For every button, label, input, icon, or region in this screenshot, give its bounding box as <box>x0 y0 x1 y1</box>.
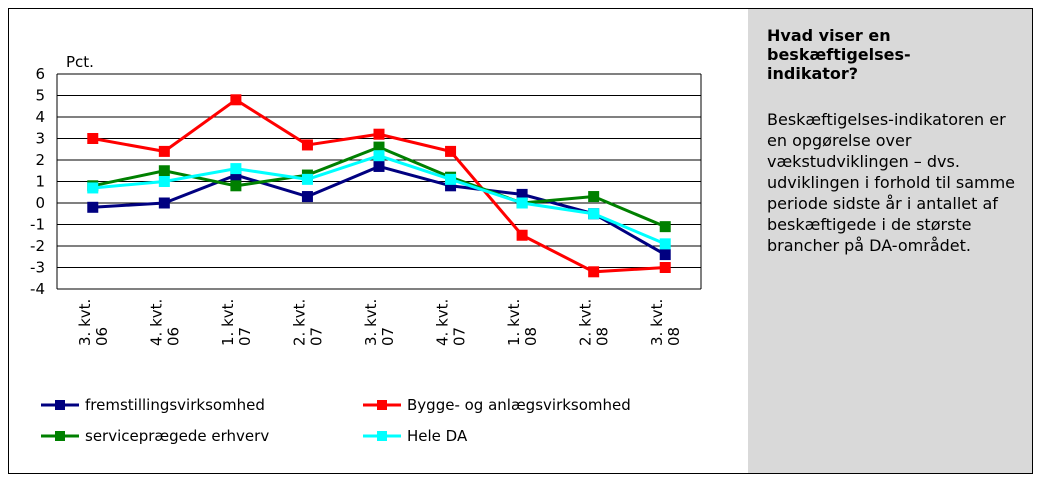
legend-marker <box>377 431 387 441</box>
y-tick-label: 2 <box>35 151 45 169</box>
data-point <box>588 191 600 203</box>
x-tick-label: 08 <box>594 327 612 346</box>
x-tick-label: 4. kvt. <box>147 299 165 346</box>
x-tick-label: 3. kvt. <box>362 299 380 346</box>
x-tick-label: 2. kvt. <box>290 299 308 346</box>
y-tick-label: 3 <box>35 130 45 148</box>
data-point <box>516 229 528 241</box>
data-point <box>158 176 170 187</box>
data-point <box>445 145 457 157</box>
data-point <box>158 145 170 157</box>
y-tick-label: 0 <box>35 194 45 212</box>
y-tick-label: 6 <box>35 65 45 83</box>
legend-label: serviceprægede erhverv <box>85 427 269 445</box>
data-point <box>87 133 99 144</box>
data-point <box>373 160 385 172</box>
y-tick-label: -1 <box>30 216 45 234</box>
x-tick-label: 1. kvt. <box>505 299 523 346</box>
data-point <box>87 182 99 194</box>
x-tick-label: 3. kvt. <box>648 299 666 346</box>
x-tick-label: 4. kvt. <box>434 299 452 346</box>
legend-marker <box>55 431 65 441</box>
info-body: Beskæftigelses-indikatoren er en opgørel… <box>767 110 1016 255</box>
x-tick-label: 08 <box>522 327 540 346</box>
x-tick-label: 07 <box>307 327 325 346</box>
legend-marker <box>55 400 65 410</box>
info-panel: Hvad viser en beskæftigelses-indikator? … <box>748 8 1033 474</box>
info-title: Hvad viser en beskæftigelses-indikator? <box>767 26 911 83</box>
x-tick-label: 2. kvt. <box>577 299 595 346</box>
x-tick-label: 07 <box>236 327 254 346</box>
data-point <box>373 150 385 162</box>
y-tick-label: 1 <box>35 173 45 191</box>
y-tick-label: -4 <box>30 280 45 298</box>
data-point <box>158 197 170 209</box>
x-tick-label: 08 <box>665 327 683 346</box>
legend-label: Bygge- og anlægsvirksomhed <box>407 396 631 414</box>
x-tick-label: 3. kvt. <box>76 299 94 346</box>
x-tick-label: 1. kvt. <box>219 299 237 346</box>
data-point <box>87 201 99 213</box>
data-point <box>230 180 242 192</box>
x-tick-label: 07 <box>379 327 397 346</box>
x-tick-label: 06 <box>93 327 111 346</box>
y-tick-label: 4 <box>35 108 45 126</box>
legend-label: Hele DA <box>407 427 468 445</box>
data-point <box>659 249 671 261</box>
data-point <box>230 94 242 106</box>
legend-marker <box>377 400 387 410</box>
data-point <box>301 139 313 151</box>
data-point <box>158 165 170 177</box>
data-point <box>445 173 457 185</box>
data-point <box>373 128 385 140</box>
data-point <box>659 221 671 233</box>
y-tick-label: 5 <box>35 87 45 105</box>
y-axis-label: Pct. <box>66 53 94 71</box>
data-point <box>301 191 313 203</box>
data-point <box>588 266 600 278</box>
data-point <box>659 238 671 250</box>
y-tick-label: -3 <box>30 259 45 277</box>
data-point <box>659 262 671 273</box>
data-point <box>301 173 313 185</box>
data-point <box>516 197 528 209</box>
data-point <box>588 208 600 220</box>
legend-label: fremstillingsvirksomhed <box>85 396 265 414</box>
x-tick-label: 06 <box>164 327 182 346</box>
data-point <box>230 163 242 175</box>
x-tick-label: 07 <box>451 327 469 346</box>
y-tick-label: -2 <box>30 237 45 255</box>
